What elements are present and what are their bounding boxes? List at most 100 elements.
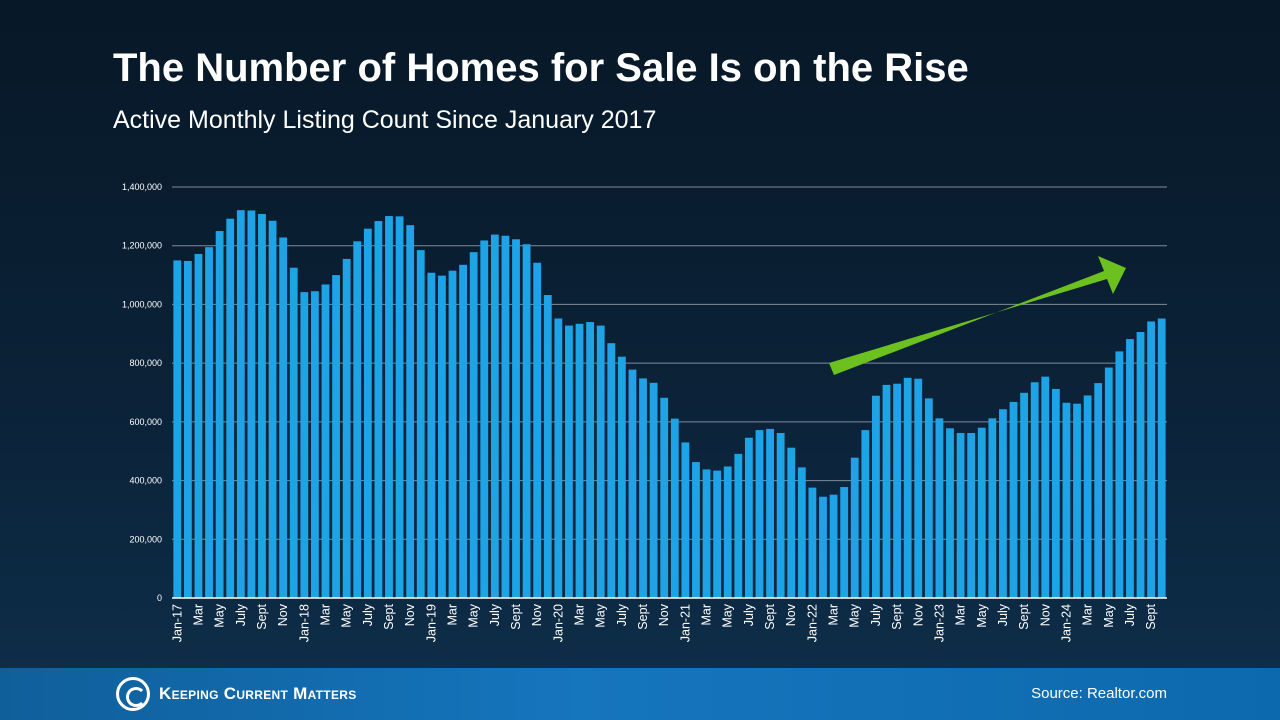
bar [893,383,901,598]
x-tick-label: Nov [784,603,798,626]
bar [416,250,425,598]
logo: Keeping Current Matters [116,677,357,711]
x-tick-label: July [361,603,375,626]
x-tick-label: May [721,603,735,627]
bar [639,378,647,598]
bar [776,433,785,598]
bar [226,218,235,598]
bar [914,378,923,598]
bar [575,323,584,598]
bar [713,470,722,598]
bar [946,428,954,598]
bar [205,247,213,598]
x-tick-label: Jan-23 [932,604,946,642]
x-tick-label: Nov [657,603,671,626]
logo-text: Keeping Current Matters [159,684,357,703]
x-tick-label: Jan-19 [424,604,438,642]
bar [988,418,997,598]
bar [236,210,245,598]
bar [586,322,595,598]
y-tick-label: 1,000,000 [122,299,162,309]
bar [1094,383,1103,598]
bar [1009,401,1018,598]
bar [681,442,690,598]
x-tick-label: July [234,603,248,626]
bar [607,343,616,598]
x-tick-label: Sept [763,603,777,629]
bar [438,275,446,598]
y-tick-label: 800,000 [129,358,162,368]
bars [173,210,1166,599]
x-tick-label: Jan-22 [805,604,819,642]
bar [554,318,563,598]
bar [797,467,806,598]
bar [300,292,309,598]
bar [427,272,436,598]
x-tick-label: May [213,603,227,627]
x-tick-label: Sept [1017,603,1031,629]
bar [543,295,552,598]
bar [660,397,669,598]
x-tick-label: Nov [1038,603,1052,626]
x-tick-label: Sept [382,603,396,629]
bar [829,494,838,598]
bar [268,220,277,598]
trend-arrow-icon [829,256,1126,375]
bar [596,325,605,598]
bar [808,487,817,598]
bar [882,384,891,598]
bar [692,462,700,598]
x-tick-label: Sept [890,603,904,629]
bar [469,252,478,599]
footer-bar: Keeping Current Matters Source: Realtor.… [0,668,1280,720]
x-tick-label: May [340,603,354,627]
bar [374,221,383,599]
listing-count-chart: 0 200,000 400,000 600,000 800,000 1,000,000 1,… [122,182,1167,642]
x-tick-label: Nov [911,603,925,626]
x-tick-label: Mar [700,604,714,626]
bar [702,469,711,598]
bar [819,496,827,598]
bar [522,244,531,598]
bar [744,437,753,598]
bar [956,433,965,598]
source-note: Source: Realtor.com [1031,685,1167,702]
logo-swirl-icon [116,677,150,711]
bar [247,210,256,599]
x-tick-label: Mar [318,604,332,626]
bar [490,234,499,598]
x-tick-label: Mar [446,604,460,626]
x-tick-label: Nov [276,603,290,626]
bar [755,430,764,598]
x-tick-label: July [615,603,629,626]
page-subtitle: Active Monthly Listing Count Since Janua… [113,106,657,134]
x-tick-label: May [1102,603,1116,627]
x-tick-label: Jan-20 [551,604,565,642]
bar [173,260,182,598]
bar [183,260,192,598]
bar [999,409,1007,598]
y-tick-label: 200,000 [129,534,162,544]
bar [332,275,340,598]
x-tick-label: July [996,603,1010,626]
bar [924,398,933,598]
bar [935,418,944,598]
bar [448,270,457,598]
x-tick-label: July [488,603,502,626]
bar [258,214,266,598]
bar [1020,392,1029,598]
bar [850,457,859,598]
x-tick-label: July [869,603,883,626]
x-tick-label: Nov [403,603,417,626]
bar [1115,351,1124,598]
x-tick-label: Mar [827,604,841,626]
bar [406,225,415,598]
y-tick-label: 1,400,000 [122,182,162,192]
x-tick-label: Mar [191,604,205,626]
bar [617,356,626,598]
gridlines [172,186,1167,540]
x-tick-label: Jan-18 [297,604,311,642]
y-tick-label: 600,000 [129,417,162,427]
x-tick-label: Sept [255,603,269,629]
x-tick-label: July [742,603,756,626]
